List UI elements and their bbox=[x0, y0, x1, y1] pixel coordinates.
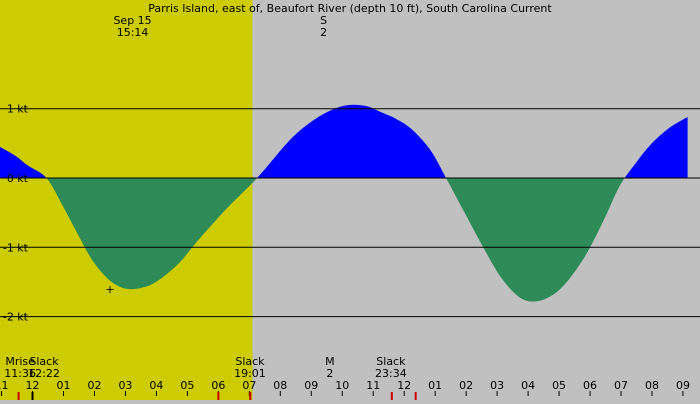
y-tick-labels: 1 kt 0 kt -1 kt -2 kt bbox=[3, 103, 29, 324]
hour-label: 07 bbox=[242, 379, 256, 392]
hour-label: 11 bbox=[366, 379, 380, 392]
hour-label: 10 bbox=[335, 379, 349, 392]
hour-label: 06 bbox=[583, 379, 597, 392]
y-tick-label: 0 kt bbox=[7, 172, 29, 185]
hour-label: 03 bbox=[118, 379, 132, 392]
event-label: Mrise bbox=[5, 355, 35, 368]
hour-label: 12 bbox=[397, 379, 411, 392]
hour-label: 07 bbox=[614, 379, 628, 392]
y-tick-label: -2 kt bbox=[3, 311, 29, 324]
extreme-date: Sep 15 bbox=[113, 14, 151, 27]
hour-label: 02 bbox=[87, 379, 101, 392]
extreme-time: 2 bbox=[320, 26, 327, 39]
extreme-date: S bbox=[320, 14, 327, 27]
hour-label: 09 bbox=[304, 379, 318, 392]
hour-label: 01 bbox=[428, 379, 442, 392]
extreme-time: 15:14 bbox=[117, 26, 149, 39]
x-axis: 11 12 01 02 03 04 05 06 07 08 09 10 11 12 01 02 03 04 05 06… bbox=[0, 379, 690, 400]
hour-label: 05 bbox=[552, 379, 566, 392]
event-time: 11:36 bbox=[4, 367, 36, 380]
y-tick-label: -1 kt bbox=[3, 241, 29, 254]
flood-area bbox=[0, 104, 688, 178]
current-area-layer bbox=[0, 104, 688, 302]
marker-layer: + bbox=[105, 283, 114, 296]
y-tick-label: 1 kt bbox=[7, 103, 29, 116]
event-label: Slack bbox=[29, 355, 59, 368]
min-current-marker: + bbox=[105, 283, 114, 296]
hour-label: 09 bbox=[676, 379, 690, 392]
event-time: 2 bbox=[326, 367, 333, 380]
hour-label: 03 bbox=[490, 379, 504, 392]
hour-label: 08 bbox=[645, 379, 659, 392]
hour-label: 05 bbox=[180, 379, 194, 392]
hour-label: 06 bbox=[211, 379, 225, 392]
hour-label: 01 bbox=[56, 379, 70, 392]
event-label: Slack bbox=[235, 355, 265, 368]
hour-label: 02 bbox=[459, 379, 473, 392]
hour-label: 12 bbox=[26, 379, 40, 392]
hour-label: 08 bbox=[273, 379, 287, 392]
event-label: M bbox=[325, 355, 335, 368]
event-time: 23:34 bbox=[375, 367, 407, 380]
event-time: 19:01 bbox=[234, 367, 266, 380]
event-labels: Slack23:34Slack06:20Mrise11:36Slack12:22… bbox=[4, 355, 407, 380]
chart-title: Parris Island, east of, Beaufort River (… bbox=[148, 2, 552, 15]
hour-label: 04 bbox=[149, 379, 163, 392]
event-label: Slack bbox=[376, 355, 406, 368]
ebb-area bbox=[0, 178, 688, 302]
hour-label: 11 bbox=[0, 379, 9, 392]
event-time: 12:22 bbox=[28, 367, 60, 380]
gridlines bbox=[0, 108, 700, 318]
hour-label: 04 bbox=[521, 379, 535, 392]
